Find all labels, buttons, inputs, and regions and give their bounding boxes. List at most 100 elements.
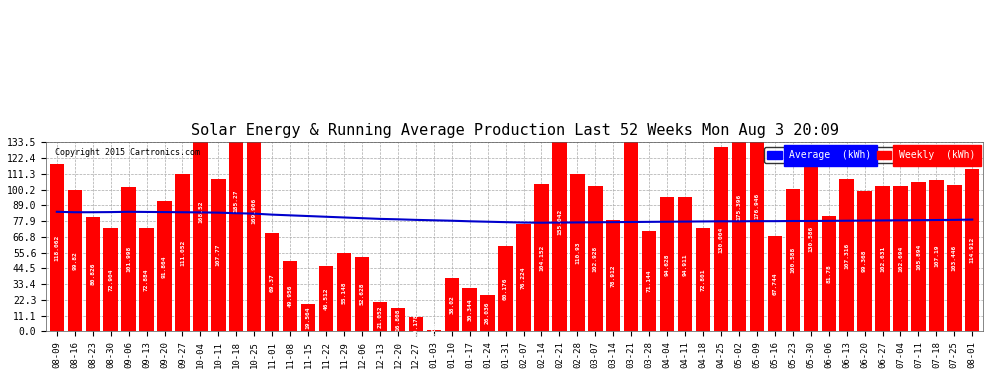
Bar bbox=[409, 317, 423, 332]
Title: Solar Energy & Running Average Production Last 52 Weeks Mon Aug 3 20:09: Solar Energy & Running Average Productio… bbox=[191, 123, 839, 138]
Text: 105.894: 105.894 bbox=[916, 243, 921, 270]
Text: 118.062: 118.062 bbox=[54, 235, 59, 261]
Text: 49.956: 49.956 bbox=[288, 285, 293, 308]
Text: 19.564: 19.564 bbox=[306, 306, 311, 329]
Text: 101.998: 101.998 bbox=[126, 246, 131, 272]
Bar bbox=[875, 186, 890, 332]
Bar bbox=[696, 228, 710, 332]
Text: 185.27: 185.27 bbox=[234, 189, 239, 211]
Text: 99.82: 99.82 bbox=[72, 251, 77, 270]
Bar bbox=[822, 216, 836, 332]
Text: 110.93: 110.93 bbox=[575, 242, 580, 264]
Text: 81.78: 81.78 bbox=[827, 264, 832, 283]
Bar bbox=[552, 112, 566, 332]
Bar bbox=[301, 304, 315, 332]
Bar bbox=[85, 217, 100, 332]
Text: 30.344: 30.344 bbox=[467, 299, 472, 321]
Bar bbox=[373, 302, 387, 332]
Text: Copyright 2015 Cartronics.com: Copyright 2015 Cartronics.com bbox=[55, 148, 200, 157]
Text: 67.744: 67.744 bbox=[772, 272, 777, 295]
Bar bbox=[427, 330, 441, 332]
Text: 38.02: 38.02 bbox=[449, 295, 454, 314]
Text: 55.148: 55.148 bbox=[342, 281, 346, 304]
Text: 155.042: 155.042 bbox=[557, 209, 562, 235]
Bar bbox=[588, 186, 603, 332]
Bar bbox=[570, 174, 584, 332]
Text: 99.368: 99.368 bbox=[862, 250, 867, 272]
Bar bbox=[175, 174, 190, 332]
Text: 130.004: 130.004 bbox=[719, 226, 724, 252]
Legend: Average  (kWh), Weekly  (kWh): Average (kWh), Weekly (kWh) bbox=[764, 147, 978, 163]
Bar bbox=[265, 233, 279, 332]
Text: 69.37: 69.37 bbox=[269, 273, 274, 292]
Bar bbox=[283, 261, 297, 332]
Bar bbox=[642, 231, 656, 332]
Text: 111.052: 111.052 bbox=[180, 240, 185, 266]
Text: 380.134: 380.134 bbox=[629, 49, 634, 75]
Text: 114.912: 114.912 bbox=[970, 237, 975, 263]
Bar bbox=[786, 189, 800, 332]
Text: 21.052: 21.052 bbox=[377, 305, 382, 328]
Text: 72.801: 72.801 bbox=[701, 268, 706, 291]
Bar bbox=[337, 254, 351, 332]
Text: 176.946: 176.946 bbox=[754, 193, 759, 219]
Text: 76.224: 76.224 bbox=[521, 266, 526, 289]
Bar bbox=[211, 179, 226, 332]
Text: 94.911: 94.911 bbox=[682, 253, 688, 276]
Bar bbox=[517, 224, 531, 332]
Bar bbox=[767, 236, 782, 332]
Bar bbox=[391, 308, 405, 332]
Text: 78.912: 78.912 bbox=[611, 264, 616, 287]
Bar bbox=[157, 201, 171, 332]
Text: 175.396: 175.396 bbox=[737, 194, 742, 220]
Bar bbox=[319, 266, 334, 332]
Bar bbox=[893, 186, 908, 332]
Bar bbox=[678, 197, 692, 332]
Bar bbox=[857, 191, 872, 332]
Bar bbox=[965, 169, 979, 332]
Text: 168.52: 168.52 bbox=[198, 201, 203, 223]
Bar bbox=[229, 69, 244, 332]
Text: 72.884: 72.884 bbox=[145, 268, 149, 291]
Text: 46.512: 46.512 bbox=[324, 287, 329, 310]
Bar bbox=[104, 228, 118, 332]
Text: 10.178: 10.178 bbox=[413, 313, 419, 336]
Text: 16.808: 16.808 bbox=[395, 308, 400, 331]
Bar bbox=[606, 220, 621, 332]
Bar bbox=[947, 185, 961, 332]
Bar bbox=[193, 93, 208, 332]
Text: 71.144: 71.144 bbox=[646, 270, 651, 292]
Text: 103.446: 103.446 bbox=[951, 245, 956, 272]
Bar bbox=[714, 147, 729, 332]
Bar bbox=[480, 295, 495, 332]
Text: 91.864: 91.864 bbox=[162, 255, 167, 278]
Bar bbox=[804, 147, 818, 332]
Text: 100.588: 100.588 bbox=[790, 247, 795, 273]
Bar bbox=[140, 228, 153, 332]
Bar bbox=[911, 182, 926, 332]
Bar bbox=[732, 83, 746, 332]
Text: 102.631: 102.631 bbox=[880, 246, 885, 272]
Bar bbox=[660, 198, 674, 332]
Bar bbox=[67, 190, 82, 332]
Text: 107.316: 107.316 bbox=[844, 242, 849, 268]
Bar bbox=[445, 278, 459, 332]
Text: 52.628: 52.628 bbox=[359, 283, 364, 306]
Text: 72.904: 72.904 bbox=[108, 268, 113, 291]
Bar bbox=[498, 246, 513, 332]
Text: 102.928: 102.928 bbox=[593, 246, 598, 272]
Text: 1.03: 1.03 bbox=[432, 323, 437, 338]
Bar bbox=[535, 184, 548, 332]
Text: 94.628: 94.628 bbox=[664, 253, 669, 276]
Bar bbox=[248, 91, 261, 332]
Text: 104.152: 104.152 bbox=[539, 244, 544, 271]
Text: 26.036: 26.036 bbox=[485, 302, 490, 324]
Bar bbox=[462, 288, 477, 332]
Text: 169.906: 169.906 bbox=[251, 198, 256, 224]
Bar bbox=[840, 180, 853, 332]
Text: 107.19: 107.19 bbox=[934, 244, 939, 267]
Bar bbox=[624, 0, 639, 332]
Text: 107.77: 107.77 bbox=[216, 244, 221, 266]
Bar bbox=[50, 164, 64, 332]
Text: 80.826: 80.826 bbox=[90, 263, 95, 285]
